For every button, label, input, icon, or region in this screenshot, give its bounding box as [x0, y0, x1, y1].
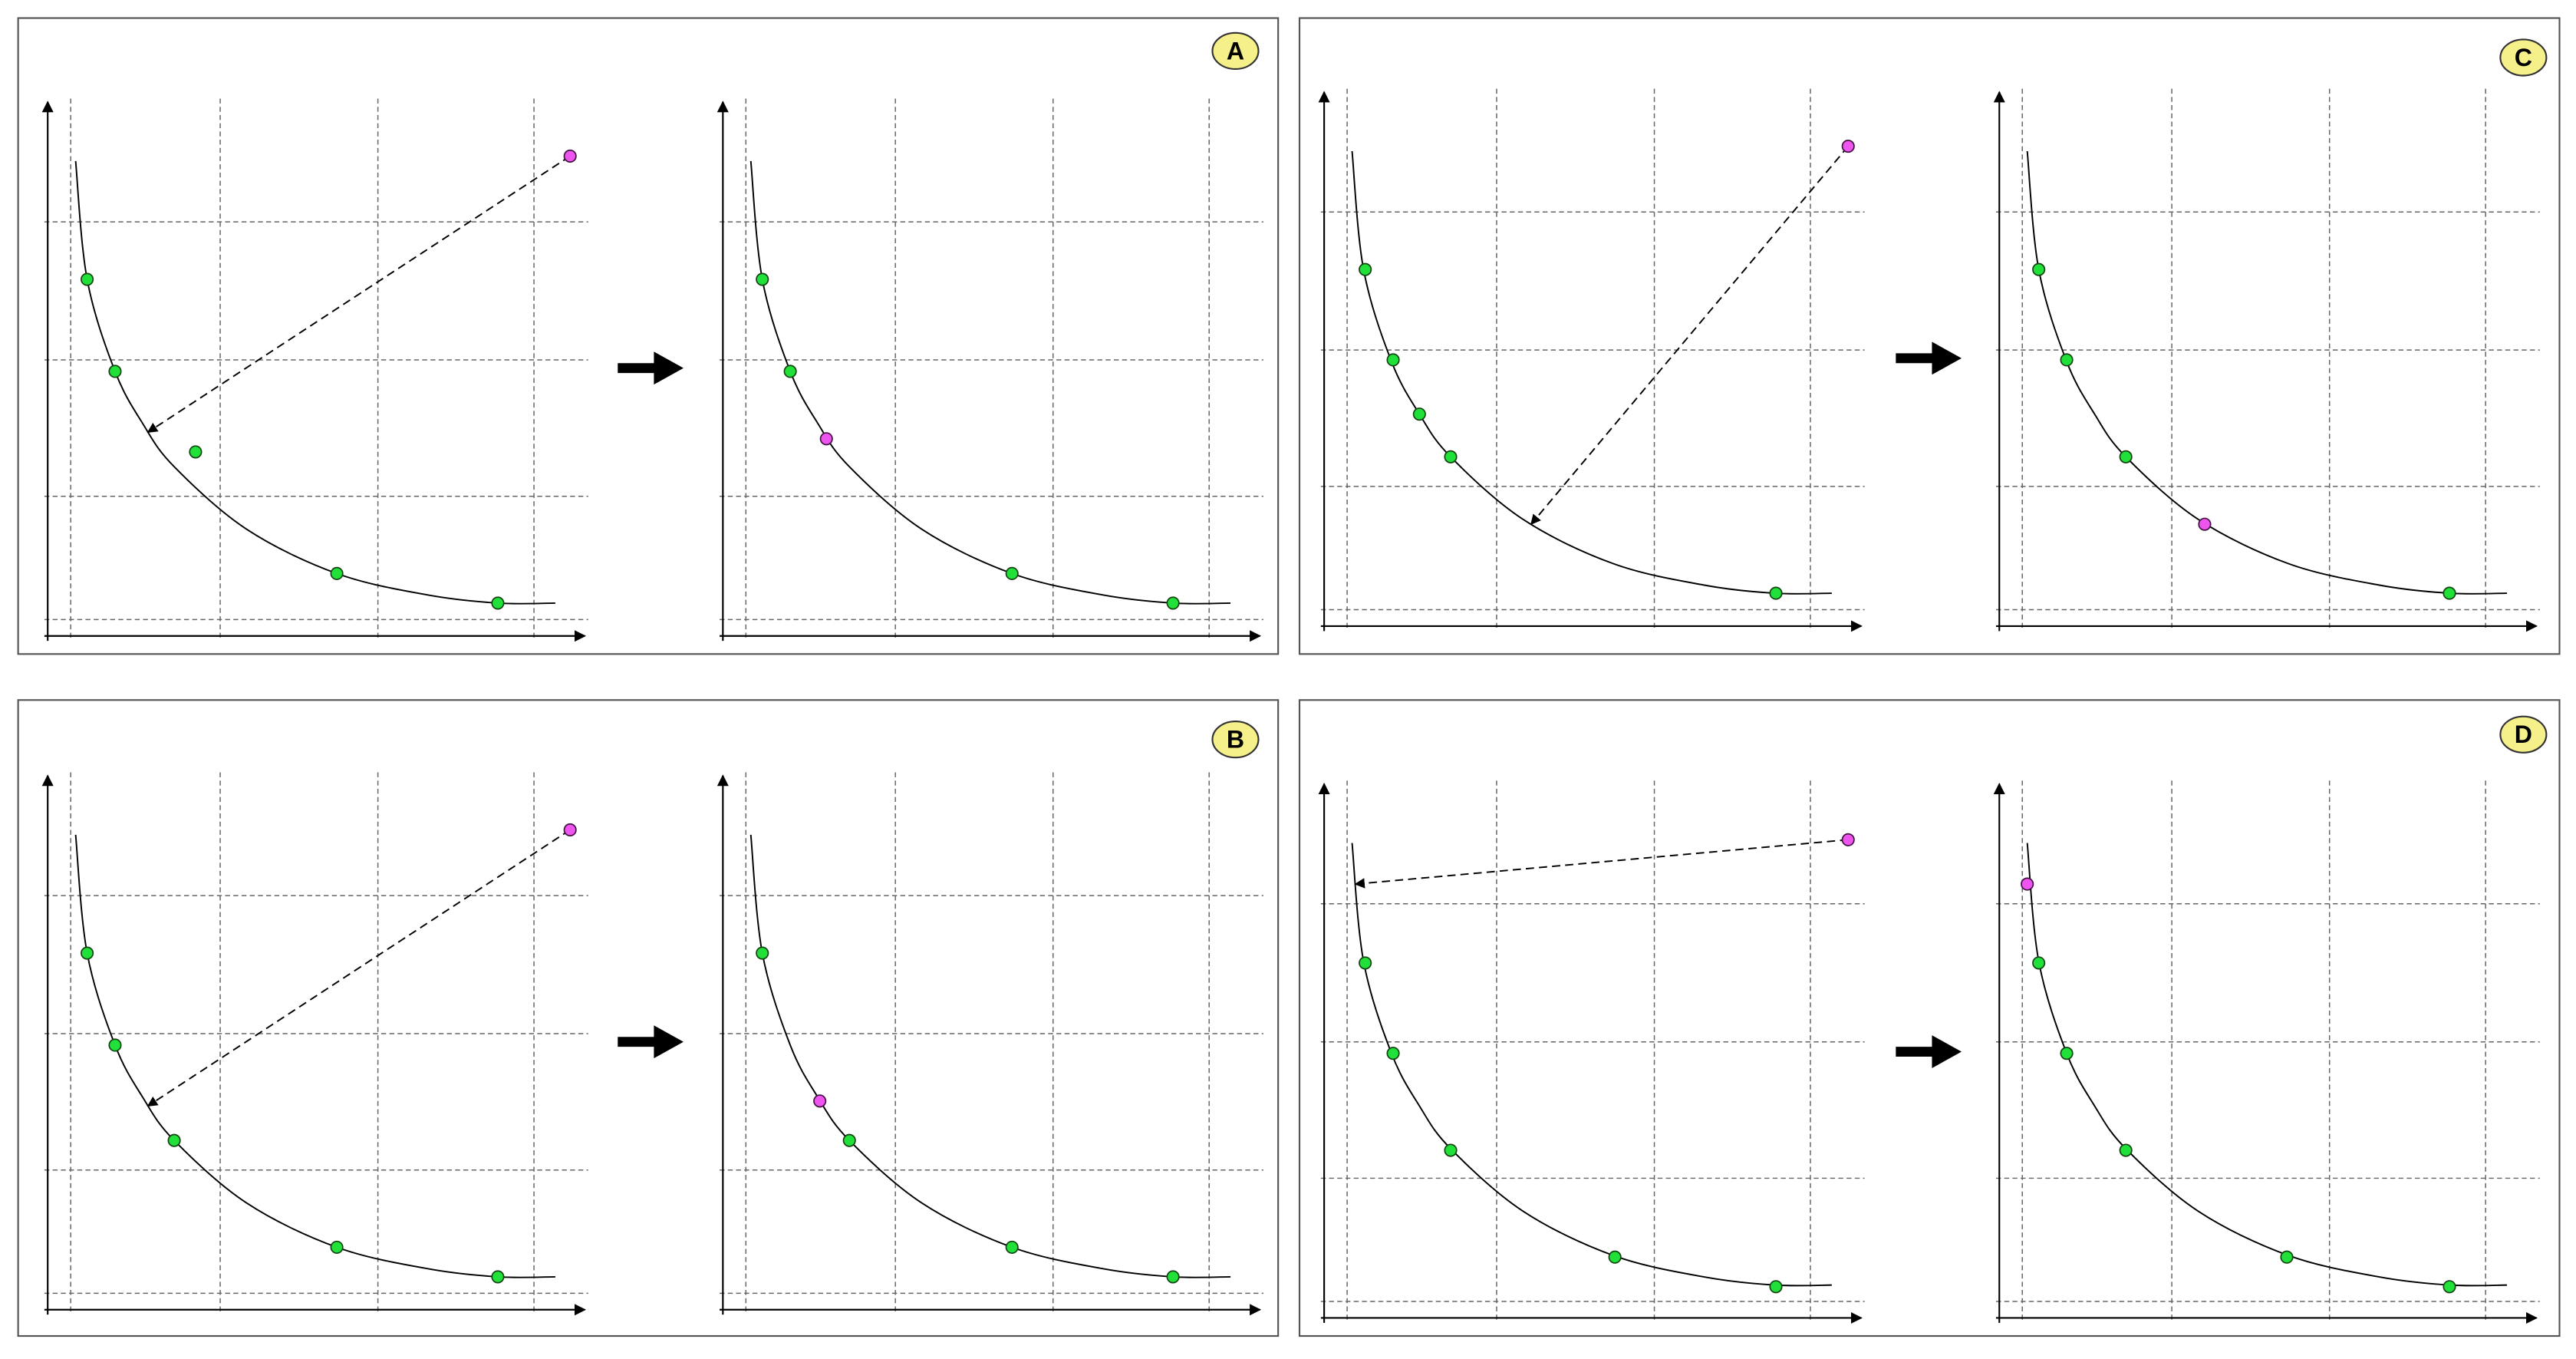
panel-label: A: [1227, 37, 1244, 64]
point: [81, 272, 94, 286]
point: [2443, 1280, 2456, 1294]
point: [756, 272, 769, 286]
panel-label: C: [2515, 44, 2532, 71]
panel-label: B: [1227, 726, 1244, 754]
mini-chart: [716, 772, 1263, 1316]
moved-point: [1841, 833, 1855, 846]
mini-chart: [716, 98, 1263, 642]
point: [783, 364, 797, 378]
panel-badge: [1211, 721, 1260, 759]
move-arrow: [147, 829, 571, 1107]
point: [108, 1038, 122, 1052]
point: [2032, 262, 2046, 276]
point: [1386, 353, 1400, 367]
panel-c-frame: [1298, 17, 2561, 655]
point: [81, 946, 94, 960]
panel-badge: [1211, 31, 1260, 71]
moved-point: [819, 432, 833, 446]
point: [108, 364, 122, 378]
mini-chart: [1993, 780, 2540, 1324]
mini-chart: [41, 772, 588, 1316]
transition-arrows: [618, 341, 1962, 1068]
panel-d-frame: [1298, 699, 2561, 1338]
curve: [749, 160, 1231, 605]
point: [491, 596, 505, 610]
point: [2032, 956, 2046, 970]
move-arrow: [147, 155, 571, 434]
point: [1005, 566, 1019, 580]
moved-point: [563, 823, 577, 837]
point: [2119, 1143, 2133, 1157]
transition-arrow: [618, 1025, 684, 1059]
mini-chart: [41, 98, 588, 642]
point: [1005, 1240, 1019, 1254]
mini-chart: [1318, 88, 1865, 632]
moved-point: [1841, 140, 1855, 153]
transition-arrow: [618, 351, 684, 385]
point: [1166, 596, 1180, 610]
mini-chart: [1993, 88, 2540, 632]
point: [756, 946, 769, 960]
curve: [2026, 843, 2507, 1287]
point: [1769, 1280, 1783, 1294]
point: [2119, 450, 2133, 463]
panel-label: D: [2515, 721, 2532, 748]
move-arrow: [1530, 145, 1849, 526]
point: [2060, 353, 2074, 367]
moved-point: [2021, 877, 2034, 891]
point: [1769, 586, 1783, 600]
curve: [2026, 150, 2507, 595]
point: [1444, 450, 1458, 463]
curve: [749, 834, 1231, 1278]
panel-badge: [2499, 715, 2548, 754]
point: [1412, 407, 1426, 421]
panel-badge: [2499, 38, 2548, 77]
point: [1608, 1250, 1622, 1264]
point: [1386, 1047, 1400, 1060]
moved-point: [2198, 517, 2212, 531]
curve: [1351, 843, 1832, 1287]
point: [2280, 1250, 2294, 1264]
moved-point: [813, 1094, 827, 1108]
transition-arrow: [1896, 341, 1962, 375]
point: [1444, 1143, 1458, 1157]
mini-chart: [1318, 780, 1865, 1324]
moved-point: [563, 149, 577, 163]
point: [842, 1133, 856, 1147]
point: [1166, 1270, 1180, 1284]
point: [1359, 956, 1372, 970]
point: [491, 1270, 505, 1284]
point: [167, 1133, 181, 1147]
point: [1359, 262, 1372, 276]
curve: [74, 160, 555, 605]
point: [330, 566, 344, 580]
point: [330, 1240, 344, 1254]
transition-arrow: [1896, 1035, 1962, 1068]
point: [2060, 1047, 2074, 1060]
curve: [1351, 150, 1832, 595]
panel-b-frame: [17, 699, 1280, 1338]
point: [189, 445, 203, 459]
curve: [74, 834, 555, 1278]
point: [2443, 586, 2456, 600]
move-arrow: [1354, 839, 1849, 889]
panel-a-frame: [17, 17, 1280, 655]
